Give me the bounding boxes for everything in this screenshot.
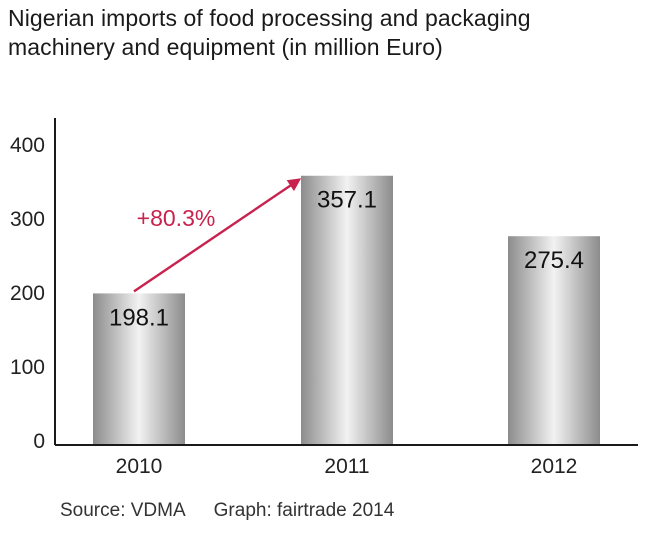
y-tick-label: 300 bbox=[10, 208, 45, 231]
source-credit: Source: VDMA bbox=[60, 500, 186, 521]
y-tick-label: 400 bbox=[10, 134, 45, 157]
x-tick-label: 2010 bbox=[116, 455, 163, 478]
x-tick-label: 2012 bbox=[531, 455, 578, 478]
x-tick-label: 2011 bbox=[324, 455, 369, 478]
chart-footer: Source: VDMA Graph: fairtrade 2014 bbox=[60, 500, 394, 522]
chart-title: Nigerian imports of food processing and … bbox=[8, 4, 638, 62]
y-tick-label: 0 bbox=[33, 430, 45, 453]
bar bbox=[508, 236, 600, 444]
growth-arrow bbox=[133, 178, 302, 293]
chart-title-line-1: Nigerian imports of food processing and … bbox=[8, 5, 531, 31]
bar bbox=[301, 175, 393, 444]
y-tick-label: 200 bbox=[10, 282, 45, 305]
value-label: 198.1 bbox=[109, 304, 169, 331]
graph-credit: Graph: fairtrade 2014 bbox=[213, 500, 395, 521]
y-tick-label: 100 bbox=[10, 356, 45, 379]
value-label: 275.4 bbox=[524, 247, 584, 274]
value-label: 357.1 bbox=[317, 187, 377, 214]
chart-title-line-2: machinery and equipment (in million Euro… bbox=[8, 34, 443, 60]
growth-annotation: +80.3% bbox=[137, 205, 216, 231]
bar bbox=[93, 293, 185, 444]
